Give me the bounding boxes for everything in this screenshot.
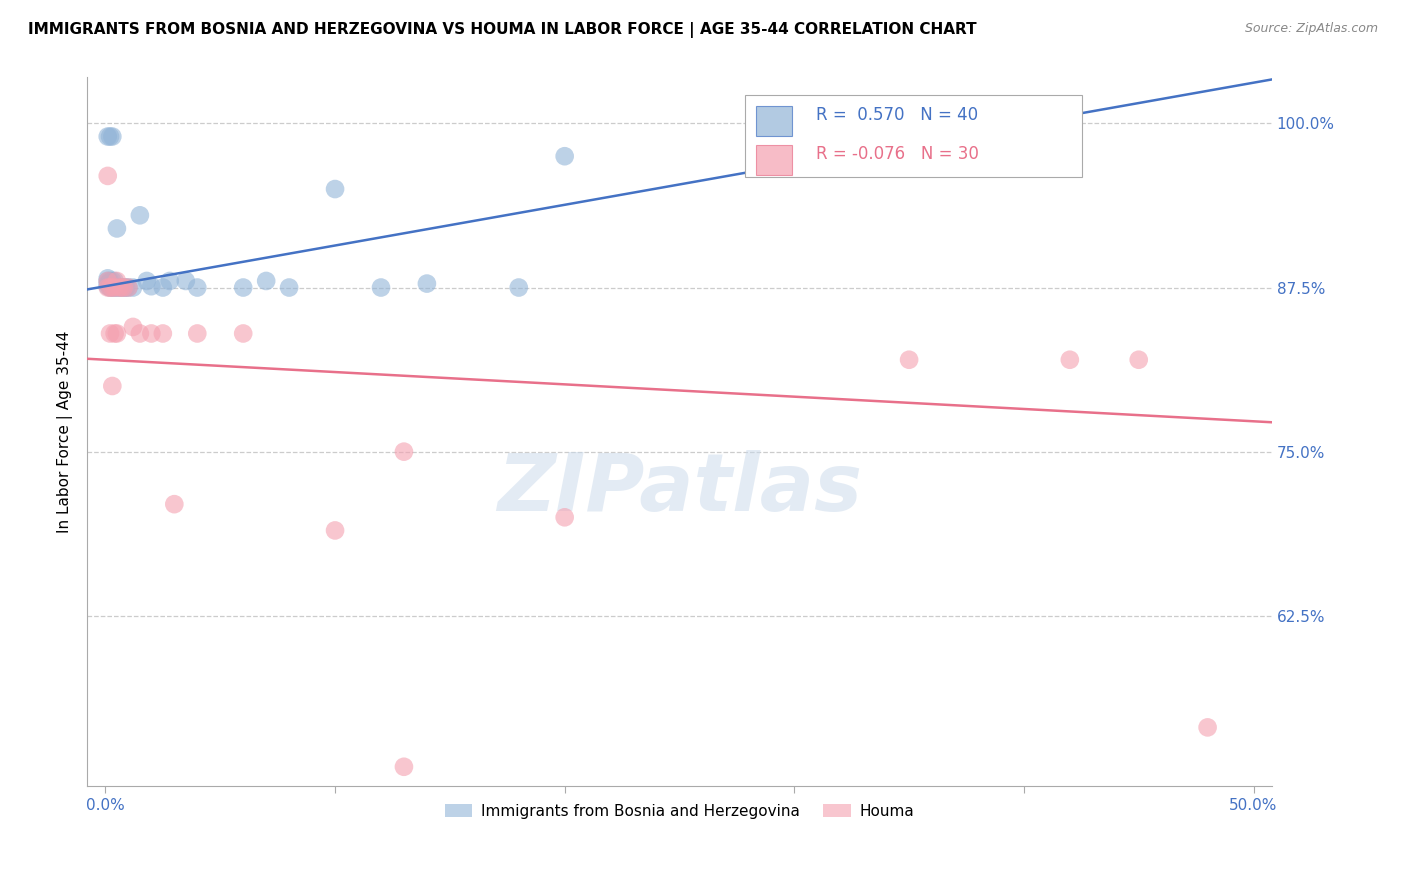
Point: [323, 524, 346, 538]
Point: [98, 274, 121, 288]
Point: [108, 280, 131, 294]
Point: [117, 280, 139, 294]
Point: [97, 274, 120, 288]
Point: [101, 280, 124, 294]
Bar: [756, 106, 792, 136]
Point: [392, 760, 415, 774]
Legend: Immigrants from Bosnia and Herzegovina, Houma: Immigrants from Bosnia and Herzegovina, …: [439, 797, 921, 825]
Point: [967, 116, 990, 130]
Point: [159, 274, 181, 288]
Point: [163, 497, 186, 511]
Point: [97, 274, 120, 288]
Point: [128, 326, 150, 341]
Point: [97, 280, 120, 294]
Point: [98, 129, 121, 144]
Point: [122, 319, 145, 334]
Point: [101, 280, 124, 294]
Point: [104, 280, 127, 294]
Text: Source: ZipAtlas.com: Source: ZipAtlas.com: [1244, 22, 1378, 36]
Point: [110, 280, 132, 294]
Point: [554, 510, 576, 524]
Text: ZIPatlas: ZIPatlas: [496, 450, 862, 528]
Point: [105, 221, 128, 235]
Point: [1197, 720, 1219, 734]
Point: [122, 280, 145, 294]
Point: [783, 120, 806, 135]
Point: [186, 326, 208, 341]
Bar: [745, 95, 1083, 177]
Point: [152, 326, 174, 341]
Point: [101, 274, 124, 288]
Point: [104, 274, 127, 288]
Point: [98, 280, 121, 294]
Point: [232, 326, 254, 341]
Point: [101, 379, 124, 393]
Point: [97, 271, 120, 285]
Point: [105, 280, 128, 294]
Point: [98, 277, 121, 292]
Point: [98, 326, 121, 341]
Point: [97, 129, 120, 144]
Point: [508, 280, 530, 294]
Y-axis label: In Labor Force | Age 35-44: In Labor Force | Age 35-44: [58, 331, 73, 533]
Point: [98, 280, 121, 294]
Point: [104, 326, 127, 341]
Point: [97, 169, 120, 183]
Point: [141, 326, 163, 341]
Point: [186, 280, 208, 294]
Point: [416, 277, 439, 291]
Point: [323, 182, 346, 196]
Point: [135, 274, 157, 288]
Point: [104, 280, 127, 294]
Text: R = -0.076   N = 30: R = -0.076 N = 30: [815, 145, 979, 163]
Text: IMMIGRANTS FROM BOSNIA AND HERZEGOVINA VS HOUMA IN LABOR FORCE | AGE 35-44 CORRE: IMMIGRANTS FROM BOSNIA AND HERZEGOVINA V…: [28, 22, 977, 38]
Point: [108, 280, 131, 294]
Point: [232, 280, 254, 294]
Point: [370, 280, 392, 294]
Point: [112, 280, 135, 294]
Point: [97, 279, 120, 293]
Point: [254, 274, 277, 288]
Point: [1059, 352, 1081, 367]
Point: [105, 326, 128, 341]
Point: [128, 208, 150, 222]
Point: [115, 280, 138, 294]
Point: [898, 352, 921, 367]
Text: R =  0.570   N = 40: R = 0.570 N = 40: [815, 106, 977, 124]
Point: [174, 274, 197, 288]
Point: [97, 277, 120, 291]
Point: [1128, 352, 1150, 367]
Bar: [756, 145, 792, 175]
Point: [943, 116, 966, 130]
Point: [112, 280, 135, 294]
Point: [117, 280, 139, 294]
Point: [152, 280, 174, 294]
Point: [278, 280, 301, 294]
Point: [392, 444, 415, 458]
Point: [110, 280, 132, 294]
Point: [554, 149, 576, 163]
Point: [101, 129, 124, 144]
Point: [141, 279, 163, 293]
Point: [105, 274, 128, 288]
